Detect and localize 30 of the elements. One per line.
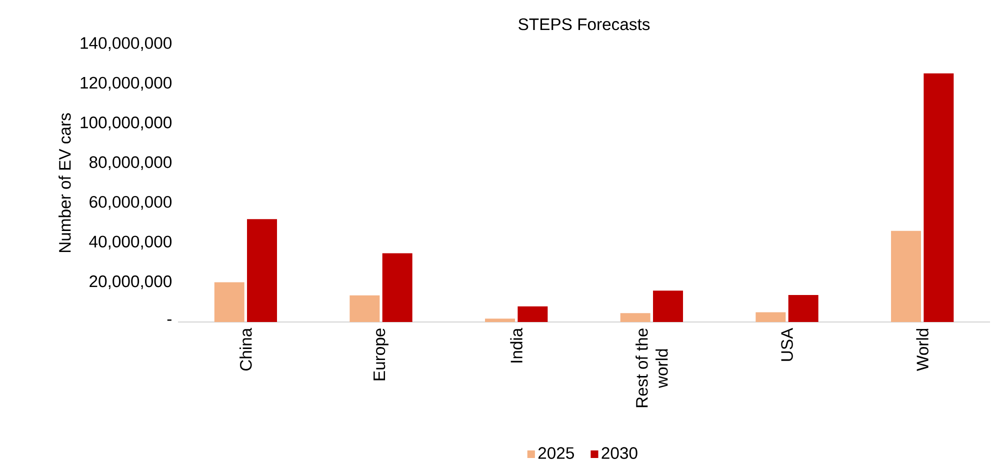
legend-label: 2030 xyxy=(602,447,638,460)
chart-title: STEPS Forecasts xyxy=(518,18,650,30)
legend-label: 2025 xyxy=(538,447,574,460)
bar xyxy=(214,282,244,322)
bar xyxy=(485,318,516,322)
y-tick-label: - xyxy=(167,320,172,321)
bar xyxy=(653,290,684,322)
x-tick-label: Rest of the world xyxy=(636,328,668,408)
bar xyxy=(247,219,278,322)
bar xyxy=(518,306,548,322)
x-tick-label: India xyxy=(510,328,522,363)
bar xyxy=(382,253,412,322)
y-tick-label: 120,000,000 xyxy=(80,77,172,91)
x-tick-label: World xyxy=(916,329,928,372)
y-tick-label: 140,000,000 xyxy=(80,37,172,52)
x-tick-label: China xyxy=(240,328,252,371)
y-axis-title: Number of EV cars xyxy=(58,113,71,252)
y-tick-label: 60,000,000 xyxy=(90,196,172,210)
bar xyxy=(350,296,380,322)
bar xyxy=(924,74,954,322)
bar xyxy=(620,313,650,322)
bar xyxy=(891,231,922,322)
y-tick-label: 80,000,000 xyxy=(90,156,172,170)
x-tick-label: Europe xyxy=(374,328,388,380)
x-tick-label: USA xyxy=(781,328,793,362)
bar xyxy=(788,295,818,322)
y-tick-label: 100,000,000 xyxy=(80,116,172,131)
bar xyxy=(756,312,786,322)
y-tick-label: 40,000,000 xyxy=(89,236,172,250)
y-tick-label: 20,000,000 xyxy=(90,276,172,290)
